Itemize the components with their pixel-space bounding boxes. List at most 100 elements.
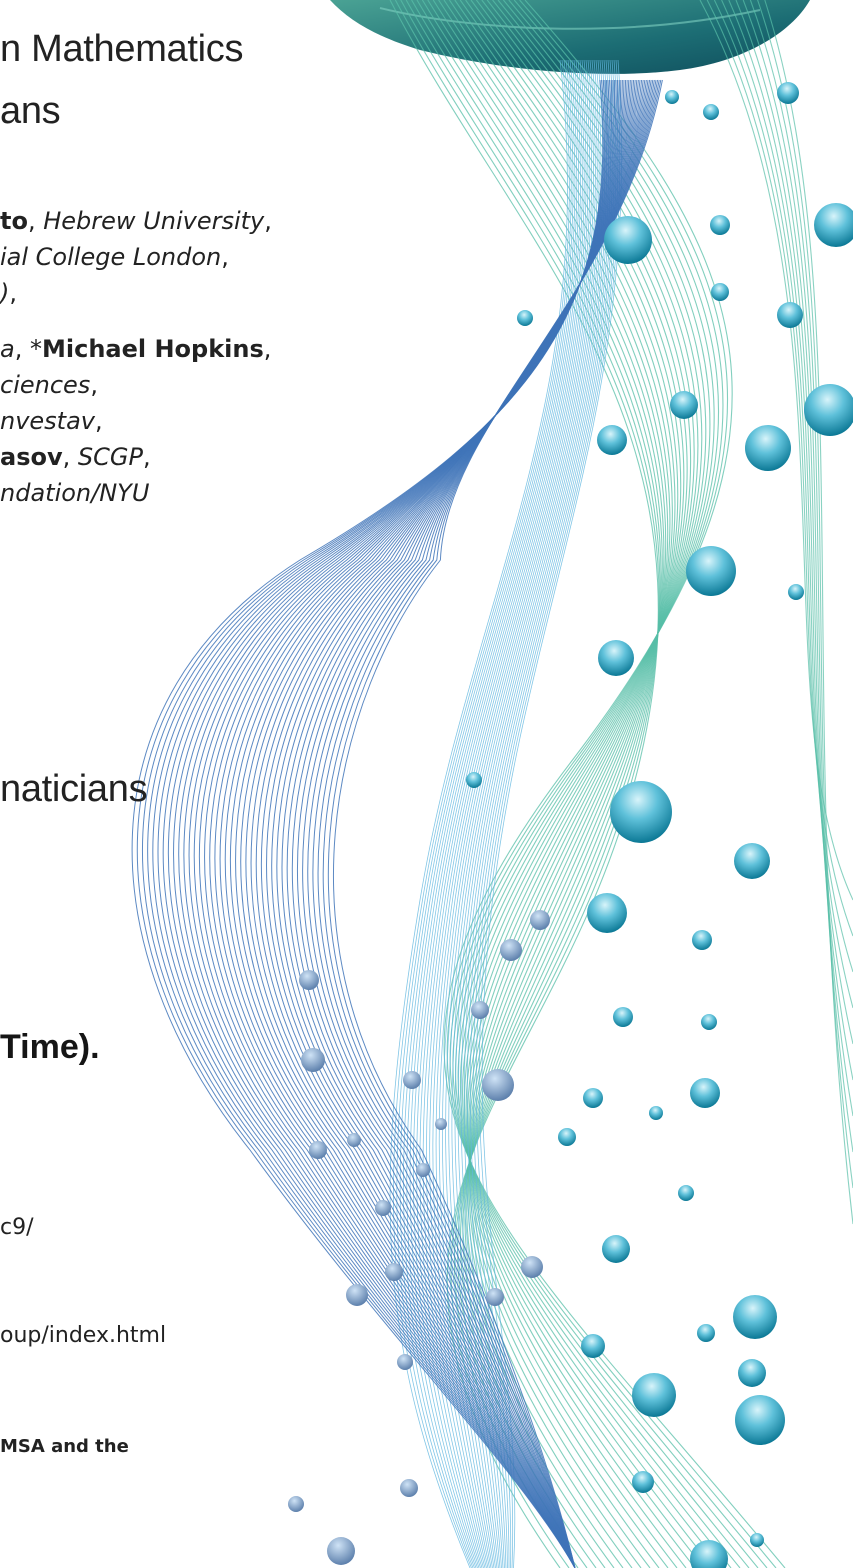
event-time-text: Time). xyxy=(0,1028,100,1066)
separator: , xyxy=(9,279,18,307)
bubble-dot xyxy=(690,1078,720,1108)
bubble-dot xyxy=(517,310,533,326)
teal-wave-line xyxy=(446,0,777,1568)
bubble-dot xyxy=(613,1007,633,1027)
bubble-dot xyxy=(777,82,799,104)
light-blue-wave-line xyxy=(472,59,617,1568)
separator: , xyxy=(221,243,229,271)
light-blue-wave-line xyxy=(466,59,613,1568)
bubble-dot xyxy=(301,1048,325,1072)
bubble-dot xyxy=(738,1359,766,1387)
organizer-affiliation: ciences xyxy=(0,371,91,399)
separator: , xyxy=(263,335,272,363)
bubble-dot xyxy=(814,203,853,247)
bubble-dot xyxy=(587,893,627,933)
teal-wave-line xyxy=(449,0,768,1568)
blue-wave-line xyxy=(173,79,614,1568)
bubble-dot xyxy=(745,425,791,471)
bubble-dot xyxy=(400,1479,418,1497)
teal-wave-line xyxy=(457,0,741,1568)
organizer-affiliation: Hebrew University xyxy=(43,207,265,235)
organizer-line-2: ial College London, xyxy=(0,241,229,274)
organizer-affiliation: a xyxy=(0,335,15,363)
bubble-dot xyxy=(632,1471,654,1493)
bubble-dot xyxy=(500,939,522,961)
blue-wave-line xyxy=(162,79,611,1568)
bubble-dot xyxy=(602,1235,630,1263)
bubble-dot xyxy=(692,930,712,950)
bubble-dot xyxy=(665,90,679,104)
organizer-affiliation: ial College London xyxy=(0,243,222,271)
bubble-dot xyxy=(777,302,803,328)
bubble-dot xyxy=(471,1001,489,1019)
event-link-2[interactable]: oup/index.html xyxy=(0,1323,167,1348)
light-blue-wave-line xyxy=(435,59,594,1568)
organizer-name: Michael Hopkins xyxy=(41,335,264,363)
separator: , xyxy=(27,207,44,235)
bubble-dot xyxy=(482,1069,514,1101)
organizer-affiliation: SCGP xyxy=(77,443,143,471)
light-blue-wave-line xyxy=(451,59,604,1568)
light-blue-wave-line xyxy=(429,59,591,1568)
bubble-dot xyxy=(604,216,652,264)
bubble-dot xyxy=(347,1133,361,1147)
organizer-affiliation: ndation/NYU xyxy=(0,479,150,507)
top-disc-image xyxy=(330,0,810,74)
bubble-dot xyxy=(735,1395,785,1445)
light-blue-wave-line xyxy=(478,59,621,1568)
bubble-dot xyxy=(466,772,482,788)
teal-wave-line xyxy=(764,0,853,1225)
bubble-dot xyxy=(416,1163,430,1177)
bubble-dot xyxy=(733,1295,777,1339)
organizer-line-8: ndation/NYU xyxy=(0,477,149,510)
organizer-line-7: asov, SCGP, xyxy=(0,441,151,474)
bubble-dot xyxy=(583,1088,603,1108)
bubble-dot xyxy=(598,640,634,676)
blue-wave-line xyxy=(333,79,663,1568)
bubble-dot xyxy=(678,1185,694,1201)
separator: , * xyxy=(14,335,42,363)
bubble-dot xyxy=(327,1537,355,1565)
bubble-dot xyxy=(686,546,736,596)
teal-wave-line xyxy=(735,0,853,1081)
blue-wave-line xyxy=(157,79,610,1568)
teal-wave-line xyxy=(443,0,786,1568)
bubble-dot xyxy=(558,1128,576,1146)
bubble-dot xyxy=(750,1533,764,1547)
organizer-line-6: nvestav, xyxy=(0,405,103,438)
event-link-1[interactable]: c9/ xyxy=(0,1215,34,1240)
bubble-dot xyxy=(788,584,804,600)
blue-wave-line xyxy=(141,79,606,1568)
light-blue-wave-line xyxy=(416,59,583,1568)
bubble-dot xyxy=(299,970,319,990)
bubble-dot xyxy=(530,910,550,930)
bubble-dot xyxy=(397,1354,413,1370)
organizer-line-3: ), xyxy=(0,277,17,310)
blue-wave-line xyxy=(183,79,617,1568)
light-blue-wave-line xyxy=(406,59,578,1568)
sponsor-note: MSA and the xyxy=(0,1436,129,1457)
separator: , xyxy=(62,443,78,471)
bubble-dot xyxy=(403,1071,421,1089)
teal-wave-line xyxy=(411,0,663,1568)
bubble-dot xyxy=(703,104,719,120)
bubble-dot xyxy=(632,1373,676,1417)
blue-wave-line xyxy=(167,79,613,1568)
organizer-name: asov xyxy=(0,443,63,471)
bubble-dot xyxy=(701,1014,717,1030)
light-blue-wave-line xyxy=(422,59,587,1568)
teal-wave-line xyxy=(706,0,853,937)
bubble-dot xyxy=(710,215,730,235)
bubble-dot xyxy=(670,391,698,419)
section-heading: naticians xyxy=(0,768,148,810)
bubble-dot xyxy=(435,1118,447,1130)
teal-wave-line xyxy=(459,0,732,1568)
bubble-dot xyxy=(309,1141,327,1159)
teal-wave-line xyxy=(742,0,853,1117)
teal-wave-line xyxy=(455,0,750,1568)
light-blue-wave-line xyxy=(481,59,623,1568)
bubble-dot xyxy=(346,1284,368,1306)
organizer-affiliation: nvestav xyxy=(0,407,96,435)
page-title-line1: n Mathematics xyxy=(0,28,244,70)
